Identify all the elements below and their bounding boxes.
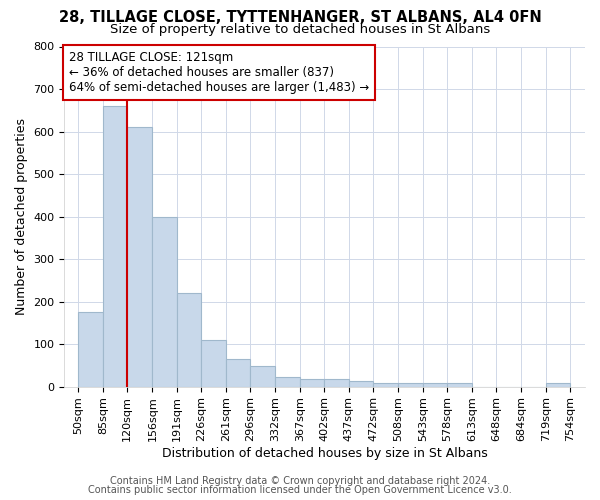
- Text: Contains HM Land Registry data © Crown copyright and database right 2024.: Contains HM Land Registry data © Crown c…: [110, 476, 490, 486]
- Y-axis label: Number of detached properties: Number of detached properties: [15, 118, 28, 315]
- Bar: [546, 383, 571, 386]
- Bar: [275, 377, 300, 386]
- Bar: [300, 379, 325, 386]
- Bar: [103, 106, 127, 386]
- Bar: [398, 383, 423, 386]
- Bar: [250, 366, 275, 386]
- Bar: [226, 359, 250, 386]
- Text: Contains public sector information licensed under the Open Government Licence v3: Contains public sector information licen…: [88, 485, 512, 495]
- Bar: [177, 293, 202, 386]
- X-axis label: Distribution of detached houses by size in St Albans: Distribution of detached houses by size …: [162, 447, 488, 460]
- Bar: [325, 379, 349, 386]
- Text: Size of property relative to detached houses in St Albans: Size of property relative to detached ho…: [110, 22, 490, 36]
- Bar: [127, 128, 152, 386]
- Bar: [349, 382, 373, 386]
- Bar: [448, 383, 472, 386]
- Bar: [79, 312, 103, 386]
- Text: 28, TILLAGE CLOSE, TYTTENHANGER, ST ALBANS, AL4 0FN: 28, TILLAGE CLOSE, TYTTENHANGER, ST ALBA…: [59, 10, 541, 25]
- Bar: [202, 340, 226, 386]
- Text: 28 TILLAGE CLOSE: 121sqm
← 36% of detached houses are smaller (837)
64% of semi-: 28 TILLAGE CLOSE: 121sqm ← 36% of detach…: [69, 51, 370, 94]
- Bar: [373, 383, 398, 386]
- Bar: [423, 383, 448, 386]
- Bar: [152, 216, 177, 386]
